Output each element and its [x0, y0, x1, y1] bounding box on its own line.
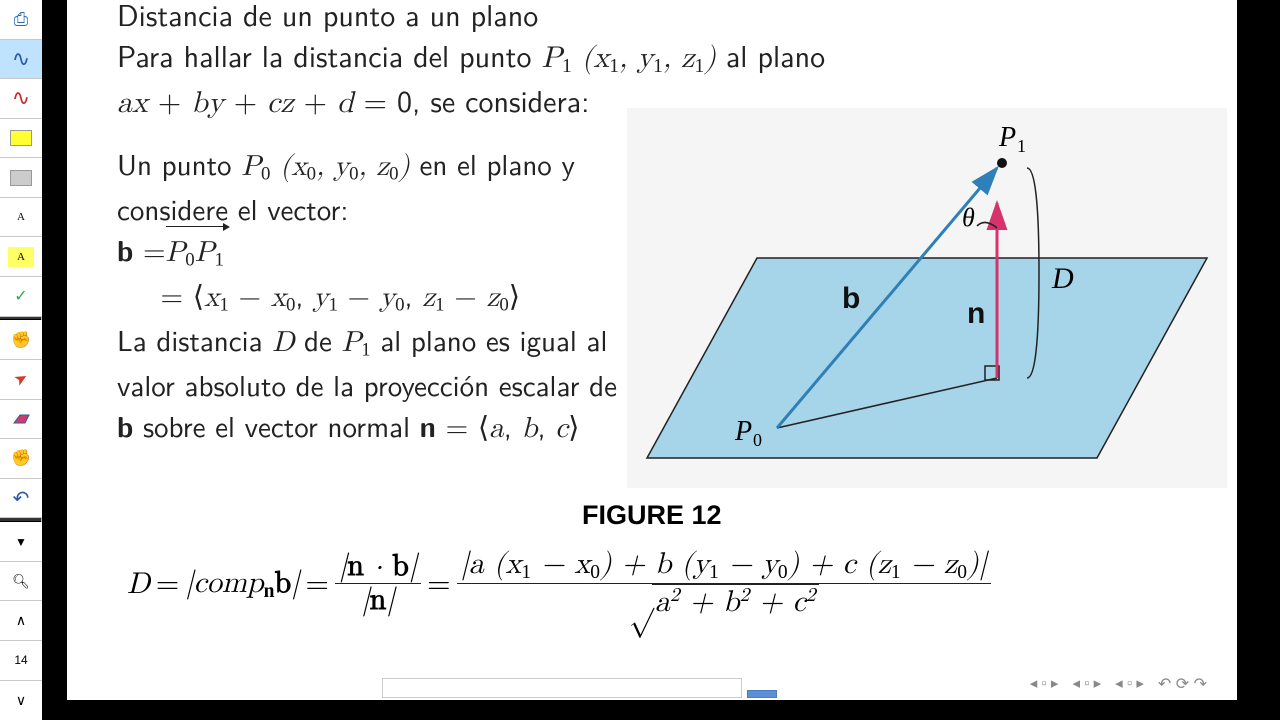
highlight-yellow[interactable]	[0, 119, 42, 159]
text-highlight-tool[interactable]: A	[0, 237, 42, 277]
nav-group-1[interactable]: ◂ ▫ ▸	[1030, 674, 1059, 694]
pointer-tool[interactable]: ➤	[0, 360, 42, 400]
document-page: Distancia de un punto a un plano Para ha…	[67, 0, 1237, 700]
svg-text:P: P	[998, 122, 1016, 153]
zoom-tool[interactable]: 🔍︎	[0, 562, 42, 602]
collapse-tool[interactable]: ∧	[0, 601, 42, 641]
nav-group-2[interactable]: ◂ ▫ ▸	[1072, 674, 1101, 694]
dropdown-tool[interactable]: ▼	[0, 522, 42, 562]
figure-12: P 1 P 0 b n D θ	[627, 108, 1227, 488]
nav-footer: ◂ ▫ ▸ ◂ ▫ ▸ ◂ ▫ ▸ ↶ ⟳ ↷	[1030, 674, 1207, 694]
wave-tool[interactable]: ∿	[0, 40, 42, 80]
hand-red-tool[interactable]: ✊	[0, 439, 42, 479]
svg-text:P: P	[734, 416, 752, 447]
right-black-bar	[1262, 0, 1280, 720]
text-tool[interactable]: A	[0, 198, 42, 238]
svg-text:D: D	[1051, 262, 1074, 295]
svg-text:0: 0	[753, 430, 762, 450]
svg-text:b: b	[842, 282, 860, 315]
hand-blue-tool[interactable]: ✊	[0, 320, 42, 360]
undo-tool[interactable]: ↶	[0, 479, 42, 519]
footer-button[interactable]	[747, 690, 777, 698]
toolbar: ⎙ ∿ ∿ A A ✓ ✊ ➤ ✊ ↶ ▼ 🔍︎ ∧ 14 ∨	[0, 0, 42, 720]
eraser-tool[interactable]	[0, 400, 42, 440]
svg-text:θ: θ	[962, 203, 975, 232]
svg-text:1: 1	[1017, 136, 1026, 156]
save-icon[interactable]: ⎙	[0, 0, 42, 40]
figure-svg: P 1 P 0 b n D θ	[627, 108, 1227, 488]
nav-group-3[interactable]: ◂ ▫ ▸	[1115, 674, 1144, 694]
footer-input[interactable]	[382, 678, 742, 698]
check-tool[interactable]: ✓	[0, 277, 42, 317]
figure-caption: FIGURE 12	[582, 500, 722, 531]
line-2: Para hallar la distancia del punto P1 (x…	[117, 35, 1237, 80]
nav-undo-icon[interactable]: ↶ ⟳ ↷	[1158, 674, 1207, 694]
distance-formula: D = |compnb| = |n · b| |n| = |a (x1 − x0…	[127, 548, 991, 619]
expand-tool[interactable]: ∨	[0, 681, 42, 720]
svg-text:n: n	[967, 297, 985, 330]
paragraph-1: Un punto P0 (x0, y0, z0) en el plano y c…	[117, 143, 637, 449]
page-number[interactable]: 14	[0, 641, 42, 681]
slide-title: Distancia de un punto a un plano	[117, 0, 1237, 35]
highlight-gray[interactable]	[0, 158, 42, 198]
wave-red-tool[interactable]: ∿	[0, 79, 42, 119]
page-area: Distancia de un punto a un plano Para ha…	[42, 0, 1262, 720]
